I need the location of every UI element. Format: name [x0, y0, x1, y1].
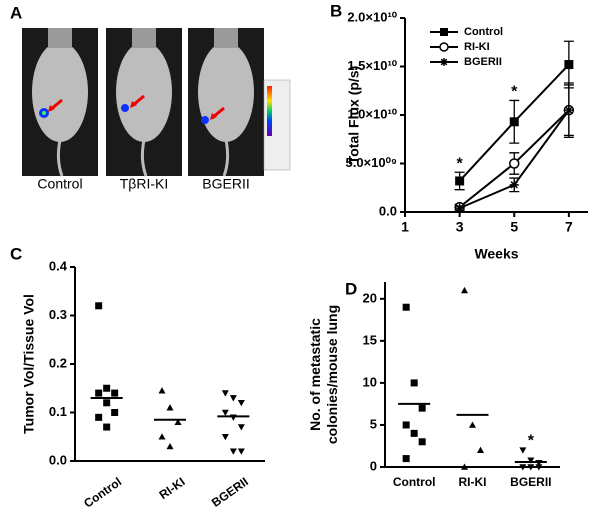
x-tick-label: 3 — [456, 219, 464, 235]
y-tick-label: 20 — [363, 290, 377, 305]
point — [527, 457, 535, 464]
point — [221, 409, 229, 416]
point — [410, 429, 418, 437]
y-axis-label: Total Flux (p/s) — [346, 66, 362, 165]
significance: * — [528, 432, 535, 449]
point — [535, 464, 543, 471]
point — [410, 379, 418, 387]
x-tick-label: RI-KI — [157, 475, 188, 503]
y-tick-label: 0.0 — [379, 203, 397, 218]
x-tick-label: BGERII — [209, 475, 251, 510]
point — [461, 463, 468, 470]
y-tick-label: 15 — [363, 332, 377, 347]
point — [158, 433, 166, 440]
panel-label: B — [330, 1, 342, 20]
point — [439, 42, 449, 52]
x-tick-label: 5 — [510, 219, 518, 235]
panel-label: C — [10, 244, 22, 263]
y-tick-label: 0.0 — [49, 452, 67, 467]
point — [402, 455, 410, 463]
point — [221, 390, 229, 397]
y-tick-label: 2.0×10¹⁰ — [347, 9, 397, 24]
point — [455, 176, 465, 186]
color-bar — [263, 79, 291, 171]
point — [440, 58, 448, 66]
panel-label: A — [10, 3, 22, 22]
image-caption: Control — [37, 176, 82, 192]
significance: * — [457, 155, 464, 172]
legend-label: BGERII — [464, 56, 502, 68]
point — [158, 387, 166, 394]
point — [509, 180, 519, 190]
x-tick-label: Control — [81, 475, 124, 511]
x-tick-label: RI-KI — [459, 475, 487, 489]
legend-label: RI-KI — [464, 41, 490, 53]
point — [519, 447, 527, 454]
legend-label: Control — [464, 26, 503, 38]
y-tick-label: 0.3 — [49, 307, 67, 322]
image-caption: TβRI-KI — [120, 176, 169, 192]
point — [95, 413, 103, 421]
point — [237, 448, 245, 455]
point — [564, 60, 574, 70]
point — [527, 464, 535, 471]
point — [418, 404, 426, 412]
y-axis-label: colonies/mouse lung — [324, 305, 340, 444]
point — [111, 409, 119, 416]
point — [166, 442, 174, 450]
mouse-image — [106, 28, 182, 177]
mouse-images — [22, 28, 291, 177]
x-tick-label: BGERII — [510, 475, 551, 489]
point — [509, 158, 520, 169]
point — [237, 400, 245, 407]
image-caption: BGERII — [202, 176, 249, 192]
point — [455, 203, 465, 213]
significance: * — [511, 84, 518, 101]
x-tick-label: 1 — [401, 219, 409, 235]
point — [166, 404, 174, 411]
point — [111, 389, 119, 397]
point — [229, 448, 237, 455]
x-axis-label: Weeks — [474, 246, 518, 262]
point — [509, 117, 519, 127]
y-tick-label: 0.4 — [49, 258, 68, 273]
y-tick-label: 0 — [370, 458, 377, 473]
point — [418, 438, 426, 446]
y-tick-label: 5 — [370, 416, 377, 431]
panel-label: D — [345, 279, 357, 298]
point — [564, 105, 574, 115]
point — [95, 302, 103, 310]
y-tick-label: 0.2 — [49, 355, 67, 370]
x-tick-label: Control — [393, 475, 436, 489]
point — [402, 303, 410, 311]
point — [103, 423, 111, 431]
mouse-image — [22, 28, 98, 177]
y-axis-label: No. of metastatic — [307, 318, 323, 431]
y-tick-label: 10 — [363, 374, 377, 389]
y-tick-label: 5.0×10⁰⁹ — [345, 155, 397, 170]
y-tick-label: 1.5×10¹⁰ — [347, 58, 397, 73]
point — [103, 384, 111, 392]
point — [461, 286, 468, 294]
point — [477, 446, 484, 453]
mouse-image — [188, 28, 264, 177]
point — [519, 464, 527, 471]
y-tick-label: 0.1 — [49, 404, 67, 419]
point — [174, 418, 182, 425]
point — [440, 28, 448, 36]
point — [402, 421, 410, 429]
x-tick-label: 7 — [565, 219, 573, 235]
point — [229, 395, 237, 402]
y-axis-label: Tumor Vol/Tissue Vol — [21, 294, 37, 434]
point — [237, 424, 245, 431]
point — [95, 389, 103, 397]
point — [469, 421, 476, 428]
point — [103, 399, 111, 407]
y-tick-label: 1.0×10¹⁰ — [347, 106, 397, 121]
point — [221, 433, 229, 441]
